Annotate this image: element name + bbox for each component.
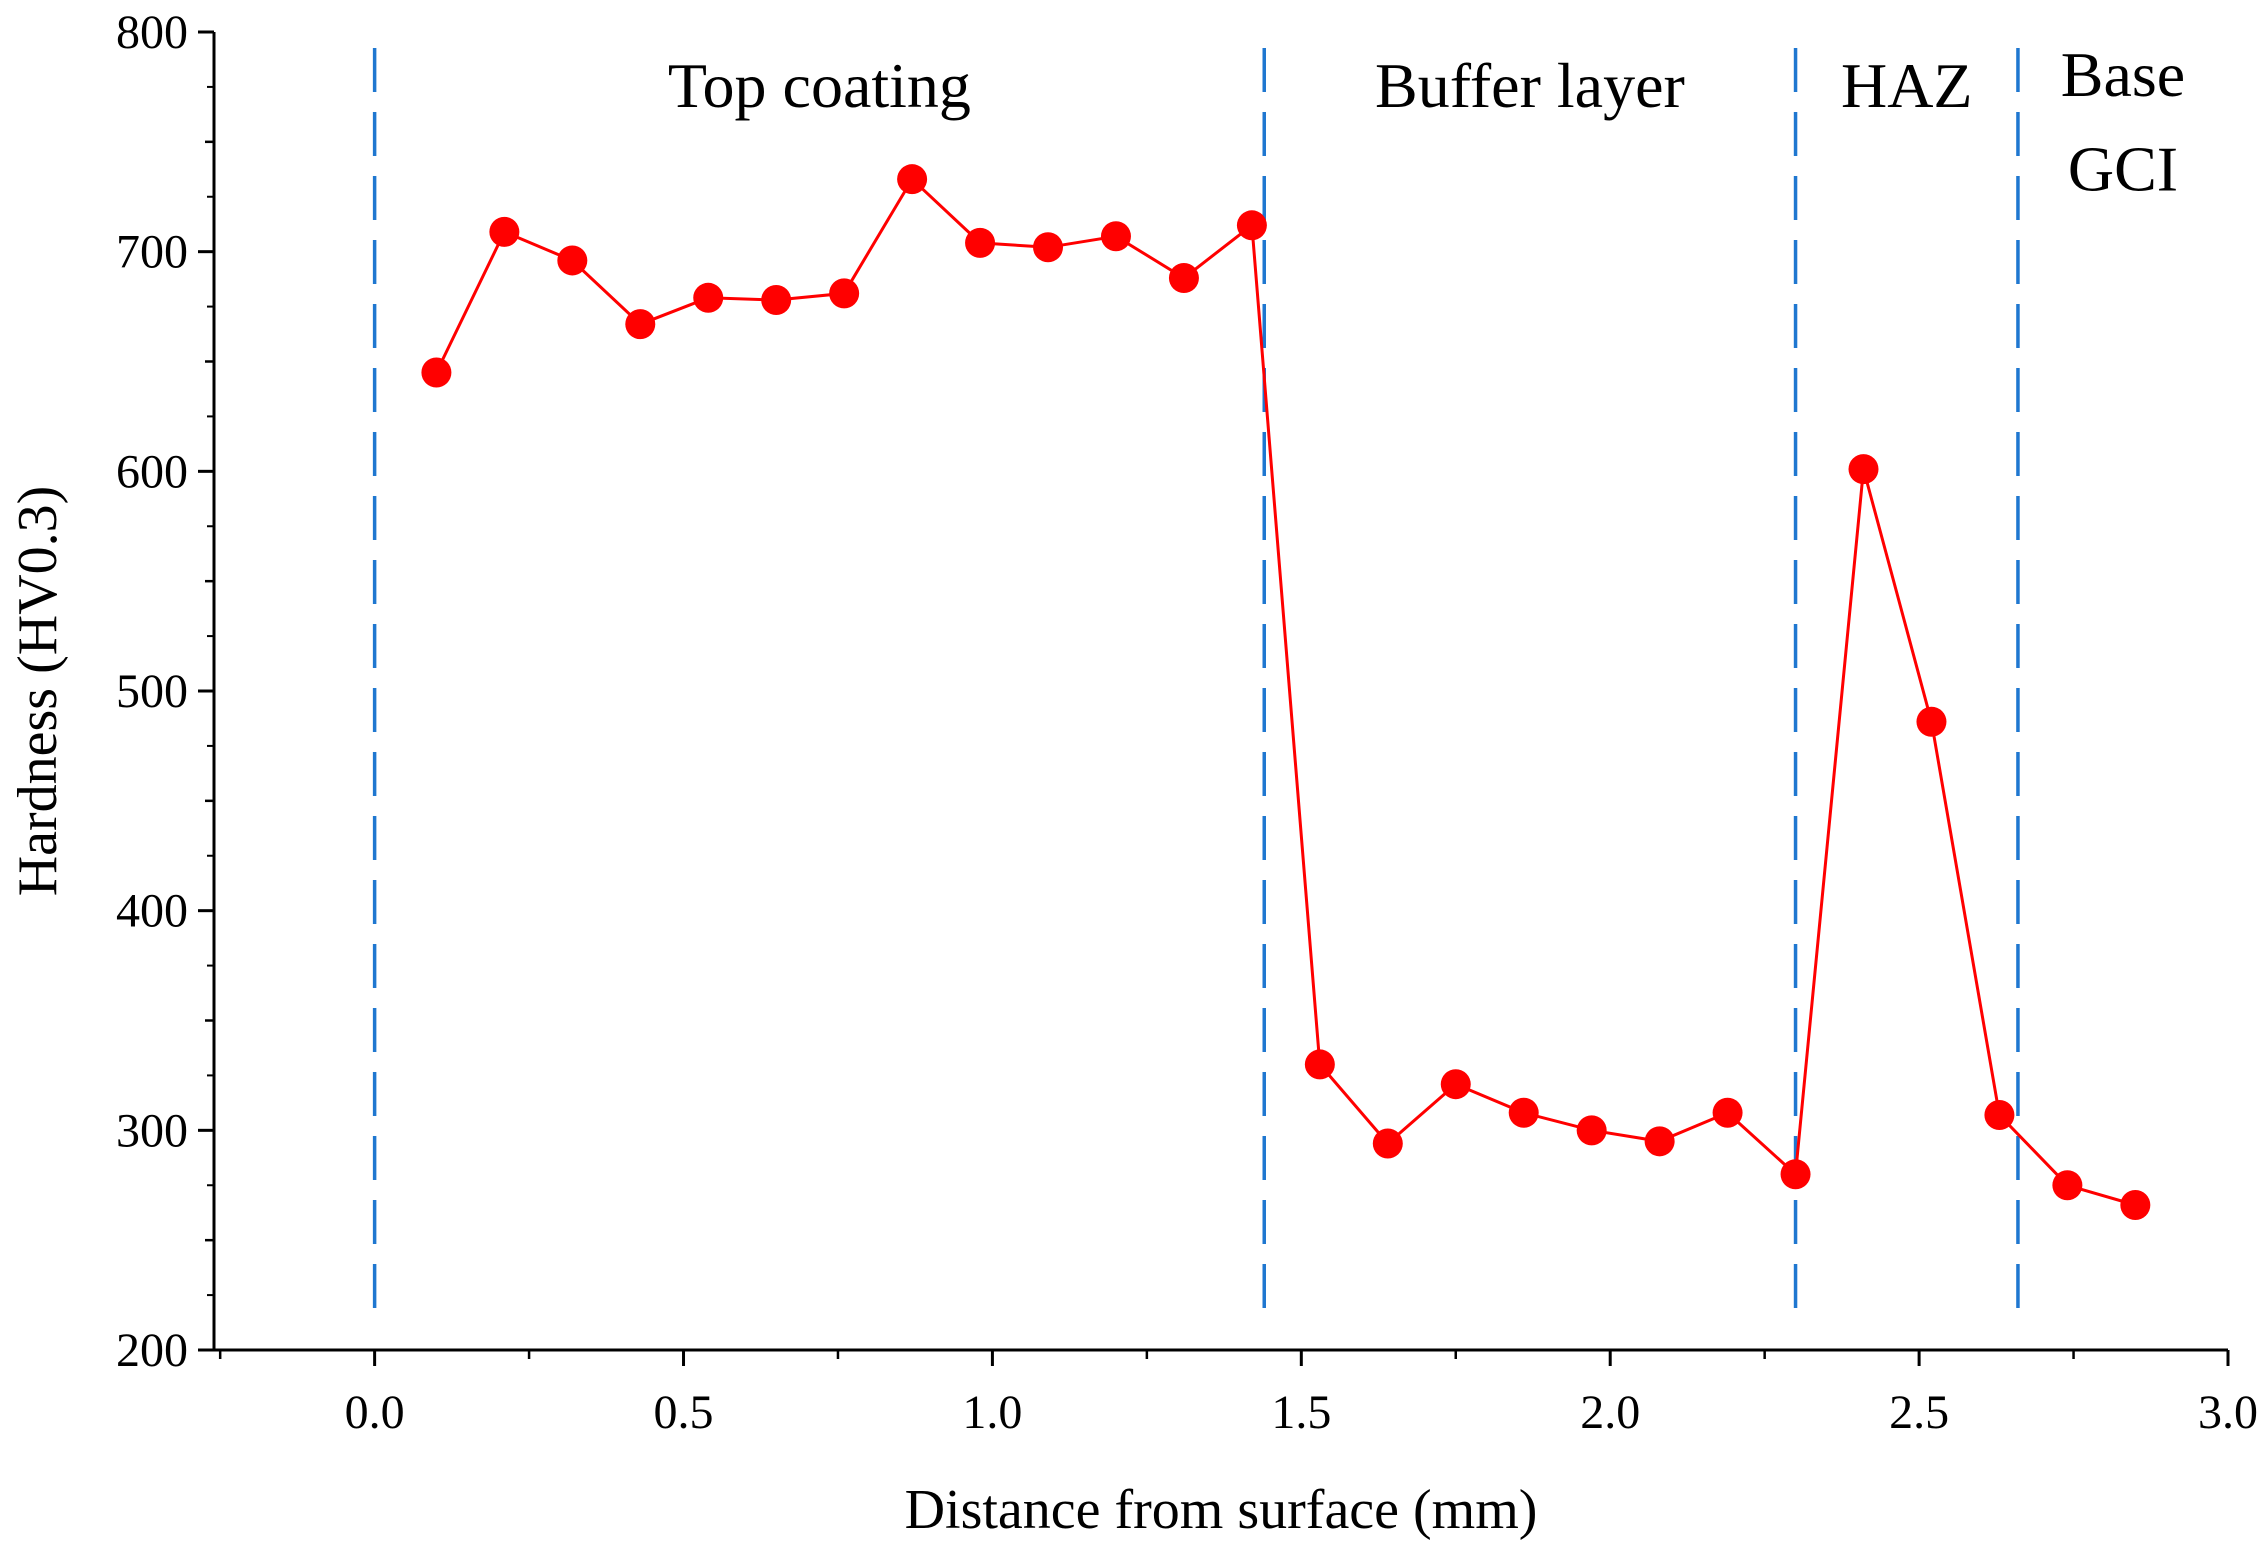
data-point [761, 284, 792, 315]
region-label: Top coating [668, 50, 971, 121]
data-point [1100, 221, 1131, 252]
region-labels: Top coating Buffer layer HAZ Base GCI [668, 39, 2185, 204]
y-tick-label: 300 [116, 1104, 188, 1157]
data-point [1236, 210, 1267, 241]
y-tick-label: 600 [116, 445, 188, 498]
data-point [693, 282, 724, 313]
data-point [829, 278, 860, 309]
x-tick-label: 0.0 [345, 1386, 405, 1439]
y-tick-label: 200 [116, 1324, 188, 1377]
data-point [421, 357, 452, 388]
y-tick-label: 700 [116, 226, 188, 279]
data-point [625, 309, 656, 340]
x-tick-label: 1.5 [1271, 1386, 1331, 1439]
data-point [1440, 1069, 1471, 1100]
x-axis-title: Distance from surface (mm) [905, 1479, 1538, 1541]
data-point [557, 245, 588, 276]
data-point [2052, 1170, 2083, 1201]
region-label: Buffer layer [1375, 50, 1685, 121]
series-line [435, 176, 2136, 1207]
data-point [1508, 1097, 1539, 1128]
data-point [897, 164, 928, 195]
data-point [1848, 454, 1879, 485]
x-tick-label: 3.0 [2198, 1386, 2258, 1439]
data-point [1168, 263, 1199, 294]
region-label: HAZ [1841, 50, 1973, 121]
region-label: GCI [2068, 133, 2178, 204]
data-series [421, 164, 2151, 1221]
x-tick-label: 2.5 [1889, 1386, 1949, 1439]
y-tick-label: 800 [116, 6, 188, 59]
data-point [1916, 706, 1947, 737]
tick-labels: 200 300 400 500 600 700 800 0.0 0.5 1.0 1.5 2.0 2.5 3… [116, 6, 2258, 1439]
data-point [965, 227, 996, 258]
x-tick-label: 0.5 [654, 1386, 714, 1439]
data-point [1033, 232, 1064, 263]
data-point [1984, 1099, 2015, 1130]
data-point [1304, 1049, 1335, 1080]
data-point [1780, 1159, 1811, 1190]
x-tick-label: 2.0 [1580, 1386, 1640, 1439]
data-point [1372, 1128, 1403, 1159]
data-point [1712, 1097, 1743, 1128]
region-boundaries [372, 48, 2020, 1325]
data-point [1644, 1126, 1675, 1157]
data-point [489, 216, 520, 247]
y-tick-label: 500 [116, 665, 188, 718]
data-point [1576, 1115, 1607, 1146]
y-axis-title: Hardness (HV0.3) [7, 486, 69, 897]
axes [198, 30, 2230, 1366]
x-tick-label: 1.0 [962, 1386, 1022, 1439]
y-tick-label: 400 [116, 885, 188, 938]
region-label: Base [2061, 39, 2185, 110]
data-point [2120, 1190, 2151, 1221]
